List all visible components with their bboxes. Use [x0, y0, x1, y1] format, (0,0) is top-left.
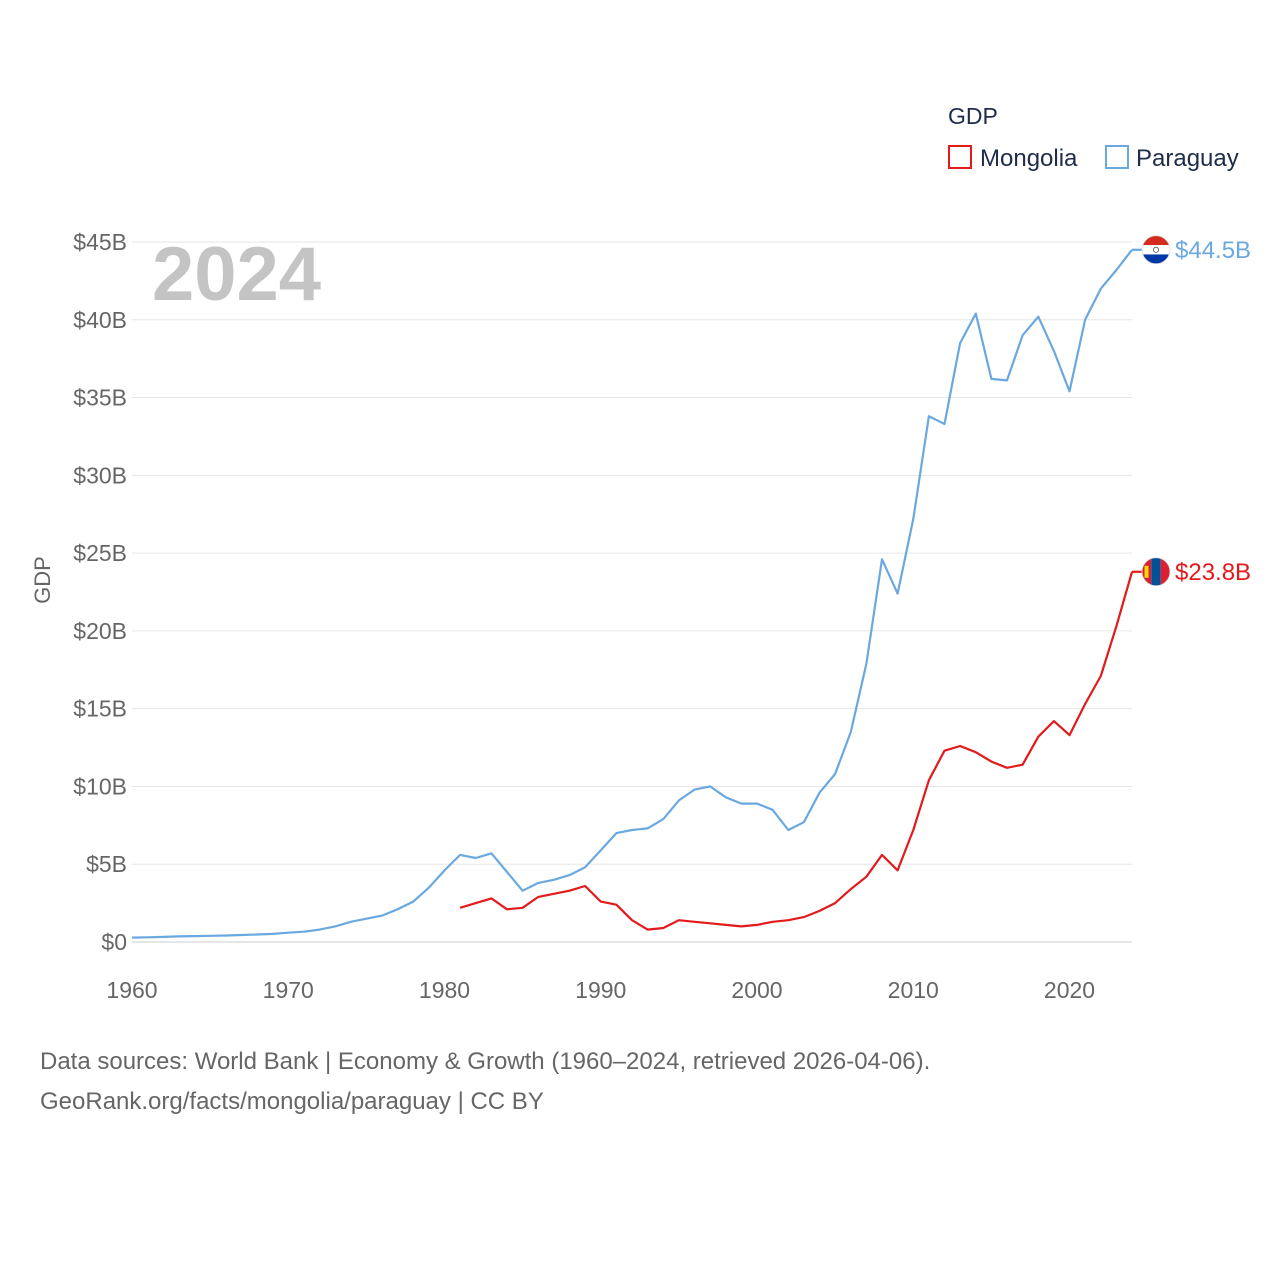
y-axis-tick-labels: $0 $5B $10B $15B $20B $25B $30B $35B $40B $45B [73, 229, 127, 955]
x-tick-label: 2020 [1044, 977, 1095, 1003]
x-tick-label: 2010 [888, 977, 939, 1003]
series-end-markers: $23.8B $44.5B [1132, 235, 1251, 587]
legend-title: GDP [948, 103, 998, 129]
y-tick-label: $10B [73, 773, 127, 799]
legend-swatch-mongolia [948, 145, 972, 169]
legend-label-paraguay: Paraguay [1136, 145, 1239, 172]
legend-label-mongolia: Mongolia [980, 145, 1078, 172]
series-line-mongolia [459, 571, 1134, 931]
gdp-line-chart: $0 $5B $10B $15B $20B $25B $30B $35B $40B $45B 19… [30, 103, 1251, 1003]
y-tick-label: $25B [73, 540, 127, 566]
mongolia-flag-icon [1141, 557, 1171, 587]
legend-swatch-paraguay [1105, 145, 1129, 169]
footer: Data sources: World Bank | Economy & Gro… [40, 1042, 930, 1122]
y-tick-label: $0 [101, 929, 127, 955]
x-tick-label: 1970 [263, 977, 314, 1003]
y-axis-title: GDP [30, 556, 55, 604]
x-tick-label: 2000 [731, 977, 782, 1003]
y-tick-label: $20B [73, 618, 127, 644]
source-url-text: GeoRank.org/facts/mongolia/paraguay | CC… [40, 1088, 544, 1115]
y-tick-label: $40B [73, 307, 127, 333]
x-tick-label: 1980 [419, 977, 470, 1003]
paraguay-flag-icon [1141, 235, 1171, 265]
y-tick-label: $15B [73, 696, 127, 722]
x-axis-tick-labels: 1960 1970 1980 1990 2000 2010 2020 [106, 977, 1095, 1003]
x-tick-label: 1960 [106, 977, 157, 1003]
end-value-label-mongolia: $23.8B [1175, 559, 1251, 586]
series-line-paraguay [131, 249, 1133, 939]
y-tick-label: $35B [73, 385, 127, 411]
series-lines [131, 249, 1134, 939]
gridlines [132, 241, 1132, 943]
x-tick-label: 1990 [575, 977, 626, 1003]
data-sources-text: Data sources: World Bank | Economy & Gro… [40, 1048, 931, 1075]
y-tick-label: $30B [73, 462, 127, 488]
end-value-label-paraguay: $44.5B [1175, 237, 1251, 264]
year-label: 2024 [152, 232, 321, 317]
legend: GDP Mongolia Paraguay [948, 103, 1239, 172]
y-tick-label: $5B [86, 851, 127, 877]
y-tick-label: $45B [73, 229, 127, 255]
